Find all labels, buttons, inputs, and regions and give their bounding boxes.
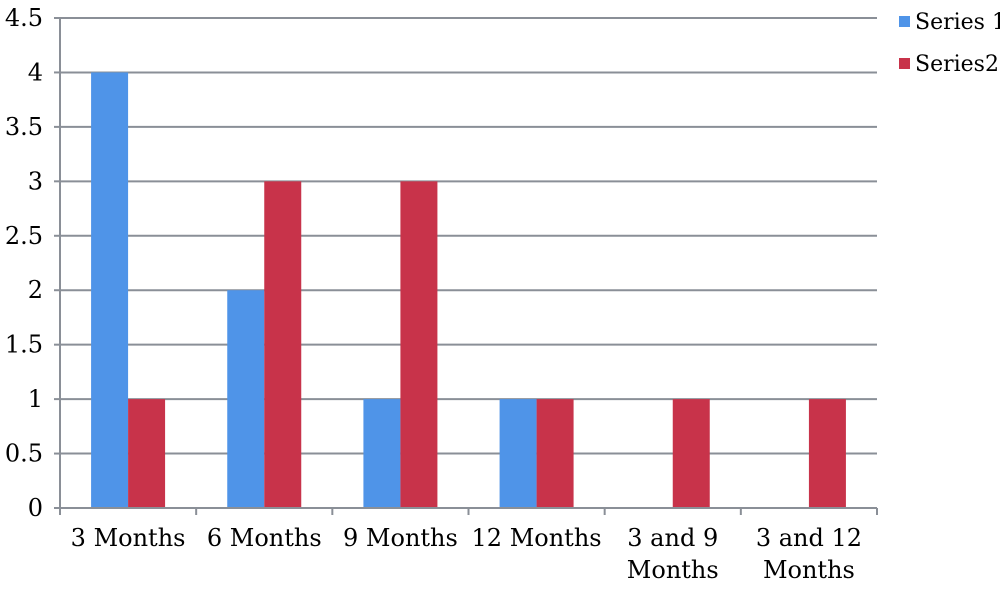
x-tick-label-line: 9 Months [343, 524, 458, 552]
y-tick-label: 1 [28, 385, 43, 413]
y-tick-label: 1.5 [5, 331, 43, 359]
bar-series2 [672, 399, 710, 508]
x-tick-label-line: 3 Months [71, 524, 186, 552]
bar-series2 [128, 399, 166, 508]
x-tick-label: 12 Months [472, 524, 602, 552]
y-tick-label: 0 [28, 494, 43, 522]
bar-series1 [91, 72, 129, 508]
bar-series2 [536, 399, 574, 508]
y-tick-label: 3.5 [5, 113, 43, 141]
x-tick-label: 6 Months [207, 524, 322, 552]
legend-swatch-series2 [899, 58, 910, 69]
legend-label-series2: Series2 [915, 52, 999, 77]
y-tick-label: 2 [28, 276, 43, 304]
legend: Series 1 Series2 [899, 10, 1000, 77]
x-tick-label-line: 3 and 9 [627, 524, 718, 552]
x-tick-label: 3 Months [71, 524, 186, 552]
y-tick-label: 4.5 [5, 4, 43, 32]
x-tick-label: 3 and 9 Months [627, 524, 719, 584]
bar-series2 [808, 399, 846, 508]
x-tick-label-line: Months [763, 556, 855, 584]
x-tick-label: 9 Months [343, 524, 458, 552]
x-tick-label-line: Months [627, 556, 719, 584]
y-tick-label: 4 [28, 58, 43, 86]
x-tick-label: 3 and 12 Months [756, 524, 862, 584]
axes [54, 17, 878, 515]
bar-series2 [264, 181, 302, 509]
y-tick-label: 2.5 [5, 222, 43, 250]
x-tick-label-line: 3 and 12 [756, 524, 862, 552]
bars [91, 72, 846, 509]
legend-label-series1: Series 1 [915, 10, 1000, 35]
x-tick-label-line: 6 Months [207, 524, 322, 552]
y-tick-label: 3 [28, 167, 43, 195]
y-axis-tick-labels: 0 0.5 1 1.5 2 2.5 3 3.5 4 4.5 [5, 4, 43, 522]
legend-swatch-series1 [899, 16, 910, 27]
bar-series1 [499, 399, 537, 508]
y-tick-label: 0.5 [5, 440, 43, 468]
x-axis-tick-labels: 3 Months 6 Months 9 Months 12 Months 3 and 9… [71, 524, 862, 584]
gridlines [60, 17, 877, 455]
bar-series1 [227, 290, 265, 508]
bar-series2 [400, 181, 438, 509]
bar-series1 [363, 399, 401, 508]
x-tick-label-line: 12 Months [472, 524, 602, 552]
